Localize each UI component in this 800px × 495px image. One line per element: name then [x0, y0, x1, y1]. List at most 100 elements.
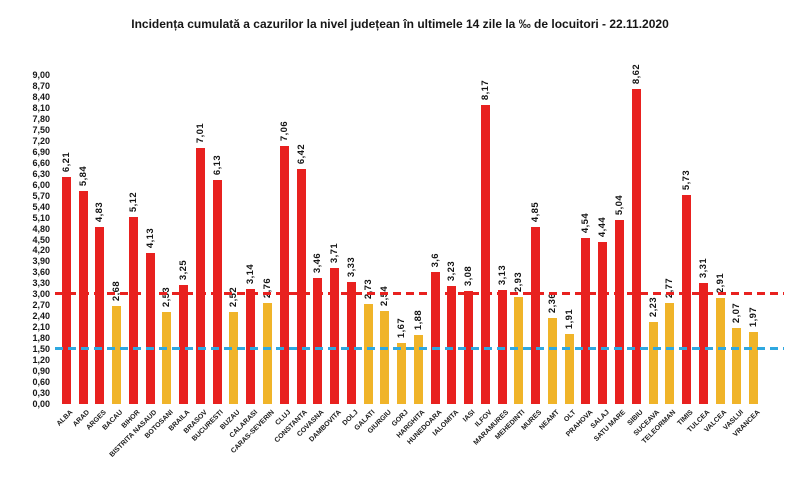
bar-group-suceava: 2,23 SUCEAVA: [633, 75, 662, 438]
bar-caras-severin: [263, 303, 273, 404]
bar-group-covasna: 3,46 COVASNA: [296, 75, 326, 438]
threshold-line-red-3.00: [55, 292, 784, 295]
bar-botosani: [162, 312, 172, 404]
y-axis-tick-0_90: 0,90: [32, 366, 50, 377]
bar-galati: [363, 304, 373, 404]
bar-gorj: [397, 343, 407, 404]
y-axis-tick-9_00: 9,00: [32, 70, 50, 80]
y-axis-tick-5_40: 5,40: [32, 201, 50, 212]
bar-value-label-bacau: 2,68: [111, 280, 123, 301]
bar-value-label-sibiu: 8,62: [630, 63, 642, 84]
bar-group-arges: 4,83 ARGES: [85, 75, 109, 432]
bar-dolj: [346, 282, 356, 404]
bar-group-gorj: 1,67 GORJ: [391, 75, 410, 428]
bar-value-label-brasov: 7,01: [194, 122, 206, 143]
bar-value-label-ilfov: 8,17: [479, 79, 491, 100]
bar-group-timis: 5,73 TIMIS: [676, 75, 695, 427]
bar-group-botosani: 2,53 BOTOSANI: [144, 75, 176, 440]
bar-group-neamt: 2,36 NEAMT: [538, 75, 561, 432]
bar-value-label-bucuresti: 6,13: [211, 154, 223, 175]
bar-value-label-bihor: 5,12: [127, 191, 139, 212]
bar-group-tulcea: 3,31 TULCEA: [686, 75, 712, 434]
bar-value-label-vrancea: 1,97: [748, 306, 760, 327]
y-axis-tick-5_70: 5,70: [32, 190, 50, 201]
y-axis-tick-7_80: 7,80: [32, 113, 50, 124]
bar-value-label-valcea: 2,91: [714, 272, 726, 293]
bar-salaj: [598, 242, 608, 404]
bar-group-bacau: 2,68 BACAU: [102, 75, 125, 432]
bar-group-calarasi: 3,14 CALARASI: [228, 75, 259, 440]
bar-buzau: [229, 312, 239, 404]
bar-group-hunedoara: 3,6 HUNEDOARA: [406, 75, 444, 447]
bar-valcea: [715, 298, 725, 404]
y-axis-tick-8_10: 8,10: [32, 102, 50, 113]
bar-group-harghita: 1,88 HARGHITA: [396, 75, 427, 440]
bar-teleorman: [665, 303, 675, 404]
bar-value-label-giurgiu: 2,54: [379, 285, 391, 306]
bar-ilfov: [480, 105, 490, 404]
bar-group-galati: 2,73 GALATI: [353, 75, 377, 432]
bar-neamt: [547, 318, 557, 404]
bar-cluj: [279, 146, 289, 404]
bar-harghita: [413, 335, 423, 404]
bar-group-giurgiu: 2,54 GIURGIU: [367, 75, 393, 435]
bar-mehedinti: [514, 297, 524, 404]
y-axis-tick-1_50: 1,50: [32, 344, 50, 355]
bar-group-caras-severin: 2,76 CARAS-SEVERIN: [230, 75, 276, 455]
y-axis-tick-5_10: 5,10: [32, 212, 50, 223]
y-axis-tick-3_90: 3,90: [32, 256, 50, 267]
bar-group-cluj: 7,06 CLUJ: [274, 75, 293, 427]
bar-alba: [61, 177, 71, 404]
y-axis-tick-4_20: 4,20: [32, 245, 50, 256]
y-axis-tick-3_60: 3,60: [32, 267, 50, 278]
bar-group-vrancea: 1,97 VRANCEA: [732, 75, 762, 439]
bar-bihor: [128, 217, 138, 404]
bar-braila: [179, 285, 189, 404]
bar-constanta: [296, 169, 306, 404]
y-axis-tick-0_60: 0,60: [32, 377, 50, 388]
bar-group-mehedinti: 2,93 MEHEDINTI: [495, 75, 528, 441]
bar-sibiu: [631, 89, 641, 404]
bar-bistrita-nasaud: [145, 253, 155, 404]
bar-value-label-constanta: 6,42: [295, 143, 307, 164]
plot-area: 6,21 ALBA 5,84 ARAD 4,83 ARGES 2,68 BACAU 5,12 BI…: [55, 64, 784, 459]
threshold-line-blue-1.50: [55, 347, 784, 350]
bar-timis: [682, 195, 692, 404]
y-axis-tick-6_90: 6,90: [32, 146, 50, 157]
bar-value-label-harghita: 1,88: [412, 309, 424, 330]
bar-calarasi: [246, 289, 256, 404]
bar-dambovita: [330, 268, 340, 404]
bar-value-label-dolj: 3,33: [345, 256, 357, 277]
chart-title: Incidența cumulată a cazurilor la nivel …: [131, 17, 669, 31]
bar-value-label-mehedinti: 2,93: [513, 271, 525, 292]
bar-arges: [95, 227, 105, 404]
bar-value-label-satu-mare: 5,04: [614, 194, 626, 215]
bar-hunedoara: [430, 272, 440, 404]
y-axis-tick-2_40: 2,40: [32, 311, 50, 322]
bar-group-brasov: 7,01 BRASOV: [182, 75, 209, 435]
bar-tulcea: [698, 283, 708, 404]
bar-group-vaslui: 2,07 VASLUI: [722, 75, 745, 432]
bar-bacau: [112, 306, 122, 404]
bar-suceava: [648, 322, 658, 404]
bar-group-ilfov: 8,17 ILFOV: [474, 75, 494, 429]
bar-value-label-olt: 1,91: [563, 308, 575, 329]
y-axis-tick-4_80: 4,80: [32, 223, 50, 234]
bar-group-dambovita: 3,71 DAMBOVITA: [308, 75, 343, 444]
bar-group-bistrita-nasaud: 4,13 BISTRITA NASAUD: [108, 75, 159, 459]
bar-covasna: [313, 278, 323, 404]
bar-group-prahova: 4,54 PRAHOVA: [565, 75, 595, 438]
bar-prahova: [581, 238, 591, 404]
bar-value-label-suceava: 2,23: [647, 296, 659, 317]
bar-value-label-arad: 5,84: [77, 165, 89, 186]
y-axis-tick-7_20: 7,20: [32, 135, 50, 146]
bar-group-olt: 1,91 OLT: [561, 75, 578, 424]
bar-group-dolj: 3,33 DOLJ: [341, 75, 360, 427]
bar-group-valcea: 2,91 VALCEA: [703, 75, 729, 434]
bar-value-label-botosani: 2,53: [161, 286, 173, 307]
y-axis-tick-7_50: 7,50: [32, 124, 50, 135]
bar-satu-mare: [615, 220, 625, 404]
bar-group-ialomita: 3,23 IALOMITA: [431, 75, 461, 438]
y-axis-tick-1_20: 1,20: [32, 355, 50, 366]
